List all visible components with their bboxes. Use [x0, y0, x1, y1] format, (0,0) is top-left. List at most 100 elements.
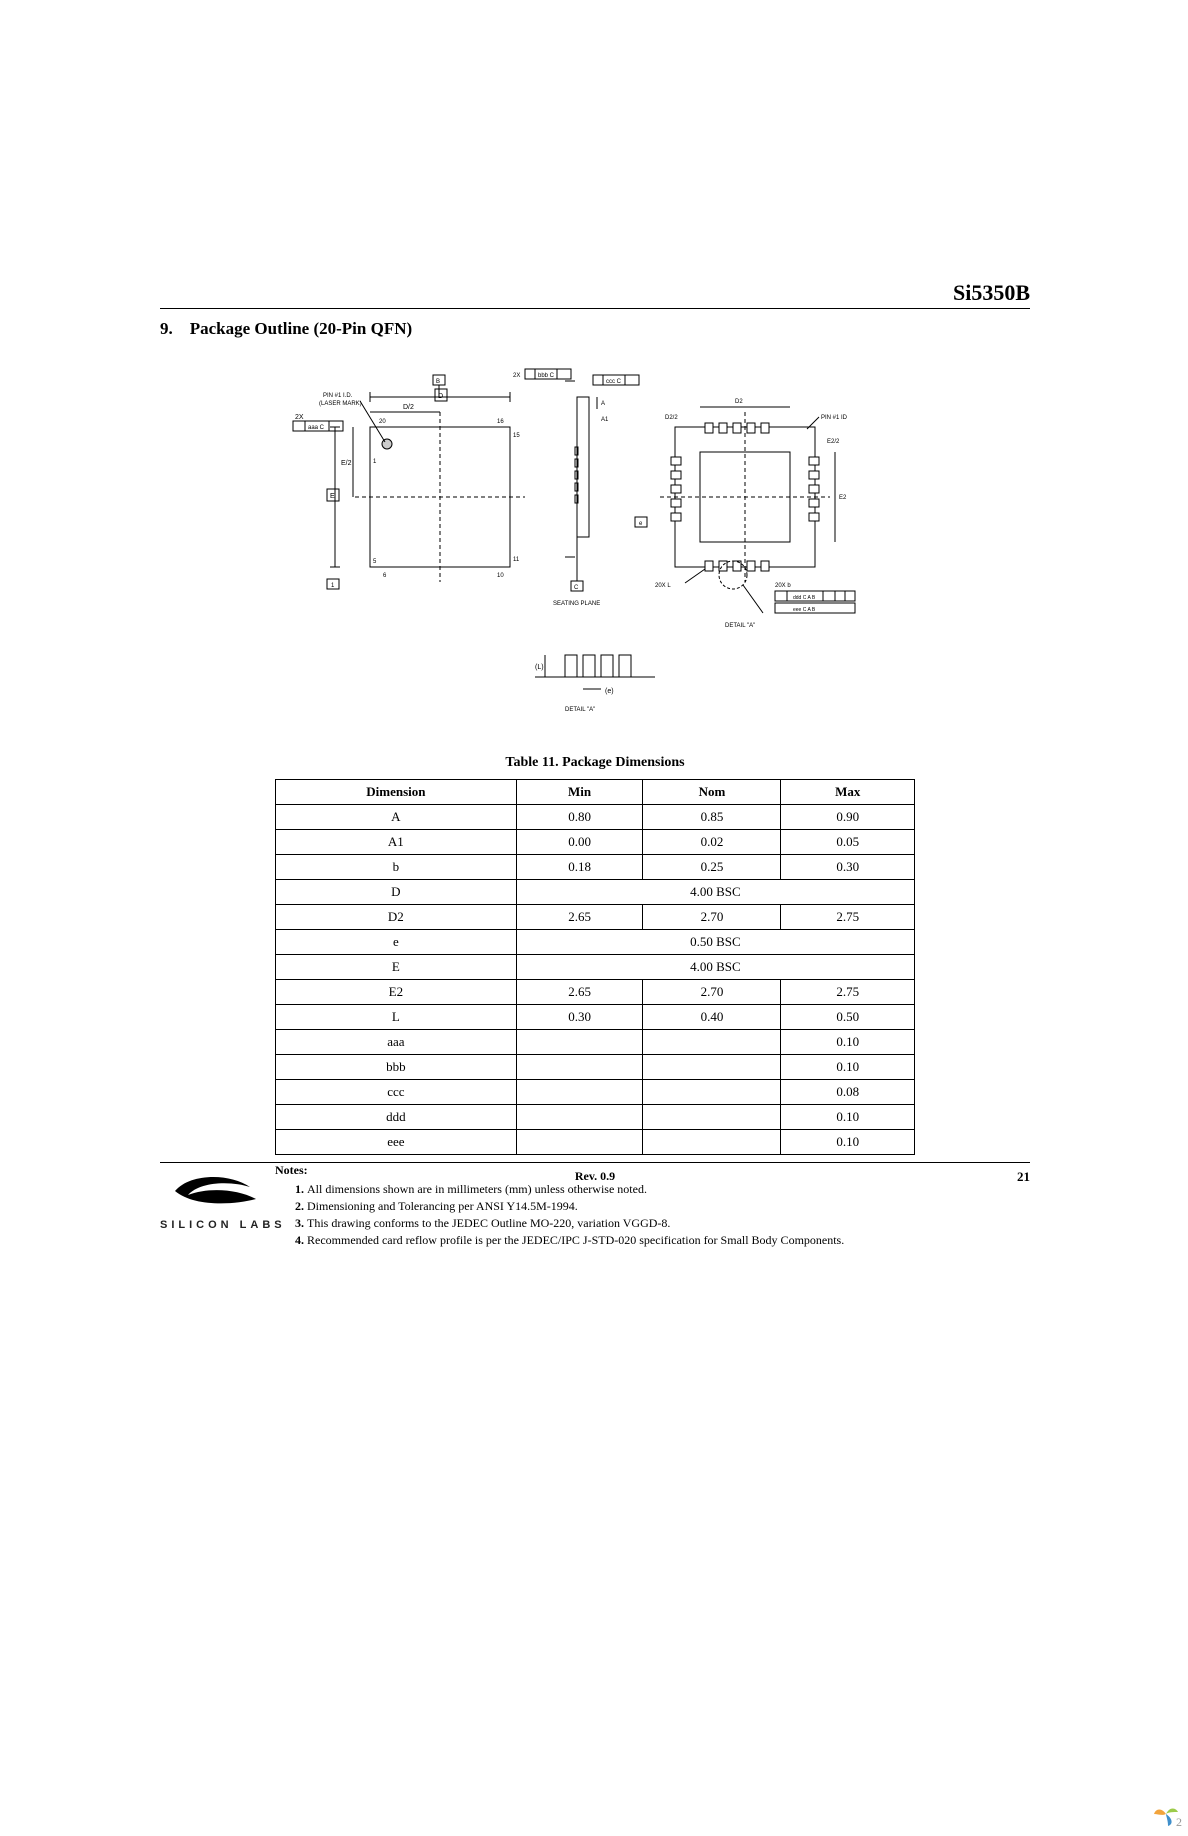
cell-min [516, 1055, 643, 1080]
svg-text:DETAIL "A": DETAIL "A" [725, 623, 755, 629]
cell-max: 0.08 [781, 1080, 915, 1105]
cell-span: 4.00 BSC [516, 880, 914, 905]
svg-text:(LASER MARK): (LASER MARK) [319, 401, 362, 407]
svg-text:16: 16 [497, 419, 504, 425]
svg-text:2X: 2X [295, 414, 304, 421]
cell-max: 0.10 [781, 1105, 915, 1130]
section-title: 9. Package Outline (20-Pin QFN) [160, 319, 1030, 339]
cell-dimension: b [276, 855, 517, 880]
cell-min: 2.65 [516, 980, 643, 1005]
table-row: A10.000.020.05 [276, 830, 915, 855]
svg-text:(L): (L) [535, 664, 544, 671]
svg-text:B: B [436, 379, 440, 385]
col-max: Max [781, 780, 915, 805]
cell-nom: 0.40 [643, 1005, 781, 1030]
cell-nom: 0.85 [643, 805, 781, 830]
footer: SILICON LABS Rev. 0.9 21 [160, 1162, 1030, 1229]
cell-span: 4.00 BSC [516, 955, 914, 980]
table-row: ddd 0.10 [276, 1105, 915, 1130]
cell-nom [643, 1105, 781, 1130]
svg-text:20X L: 20X L [655, 583, 671, 589]
table-header-row: Dimension Min Nom Max [276, 780, 915, 805]
table-row: eee 0.10 [276, 1130, 915, 1155]
cell-max: 2.75 [781, 980, 915, 1005]
svg-text:(e): (e) [605, 688, 614, 695]
cell-nom [643, 1030, 781, 1055]
badge-number: 2 [1176, 1815, 1182, 1830]
cell-dimension: D [276, 880, 517, 905]
cell-nom [643, 1130, 781, 1155]
cell-dimension: bbb [276, 1055, 517, 1080]
svg-text:D/2: D/2 [403, 404, 414, 411]
svg-text:eee C A B: eee C A B [793, 607, 816, 613]
cell-min: 0.80 [516, 805, 643, 830]
svg-text:20X b: 20X b [775, 583, 791, 589]
svg-text:SEATING PLANE: SEATING PLANE [553, 601, 600, 607]
svg-text:E2: E2 [839, 495, 847, 501]
svg-text:ccc C: ccc C [606, 379, 622, 385]
cell-nom: 0.02 [643, 830, 781, 855]
cell-max: 2.75 [781, 905, 915, 930]
svg-text:5: 5 [373, 559, 377, 565]
cell-span: 0.50 BSC [516, 930, 914, 955]
cell-dimension: e [276, 930, 517, 955]
svg-text:E: E [330, 493, 335, 500]
svg-text:PIN #1 I.D.: PIN #1 I.D. [323, 393, 353, 399]
cell-max: 0.30 [781, 855, 915, 880]
table-row: E22.652.702.75 [276, 980, 915, 1005]
note-item: Recommended card reflow profile is per t… [307, 1233, 915, 1248]
svg-text:ddd C A B: ddd C A B [793, 595, 816, 601]
svg-text:A: A [601, 401, 605, 407]
page-number: 21 [1017, 1169, 1030, 1185]
table-caption: Table 11. Package Dimensions [160, 755, 1030, 771]
viewer-badge-icon: 2 [1152, 1800, 1180, 1828]
cell-dimension: L [276, 1005, 517, 1030]
cell-min: 0.18 [516, 855, 643, 880]
col-dimension: Dimension [276, 780, 517, 805]
svg-text:C: C [574, 585, 579, 591]
cell-dimension: E [276, 955, 517, 980]
revision-label: Rev. 0.9 [575, 1169, 615, 1184]
cell-dimension: eee [276, 1130, 517, 1155]
silicon-labs-logo: SILICON LABS [160, 1169, 290, 1229]
svg-text:PIN #1 ID: PIN #1 ID [821, 415, 848, 421]
svg-text:E/2: E/2 [341, 460, 352, 467]
svg-text:bbb C: bbb C [538, 373, 555, 379]
cell-max: 0.10 [781, 1130, 915, 1155]
col-min: Min [516, 780, 643, 805]
svg-text:D2: D2 [735, 399, 743, 405]
logo-text: SILICON LABS [160, 1219, 290, 1231]
cell-dimension: ddd [276, 1105, 517, 1130]
svg-text:E2/2: E2/2 [827, 439, 840, 445]
header-rule: Si5350B [160, 280, 1030, 309]
svg-text:e: e [639, 521, 643, 527]
cell-nom: 0.25 [643, 855, 781, 880]
table-row: aaa 0.10 [276, 1030, 915, 1055]
cell-nom [643, 1055, 781, 1080]
cell-min [516, 1030, 643, 1055]
svg-text:A1: A1 [601, 417, 609, 423]
package-outline-diagram: D D/2 E E/2 2X aaa C PIN [275, 357, 915, 737]
cell-max: 0.10 [781, 1030, 915, 1055]
cell-max: 0.50 [781, 1005, 915, 1030]
svg-text:20: 20 [379, 419, 386, 425]
table-row: E4.00 BSC [276, 955, 915, 980]
package-dimensions-table: Dimension Min Nom Max A0.800.850.90A10.0… [275, 779, 915, 1155]
section-heading: Package Outline (20-Pin QFN) [190, 319, 412, 338]
cell-max: 0.90 [781, 805, 915, 830]
cell-max: 0.05 [781, 830, 915, 855]
cell-dimension: A [276, 805, 517, 830]
cell-min: 0.00 [516, 830, 643, 855]
table-row: ccc0.08 [276, 1080, 915, 1105]
cell-dimension: aaa [276, 1030, 517, 1055]
svg-text:2X: 2X [513, 373, 520, 379]
cell-nom: 2.70 [643, 905, 781, 930]
svg-text:10: 10 [497, 573, 504, 579]
table-row: A0.800.850.90 [276, 805, 915, 830]
section-number: 9. [160, 319, 173, 338]
cell-dimension: D2 [276, 905, 517, 930]
cell-min [516, 1105, 643, 1130]
svg-text:aaa C: aaa C [308, 425, 325, 431]
table-row: bbb0.10 [276, 1055, 915, 1080]
cell-dimension: A1 [276, 830, 517, 855]
